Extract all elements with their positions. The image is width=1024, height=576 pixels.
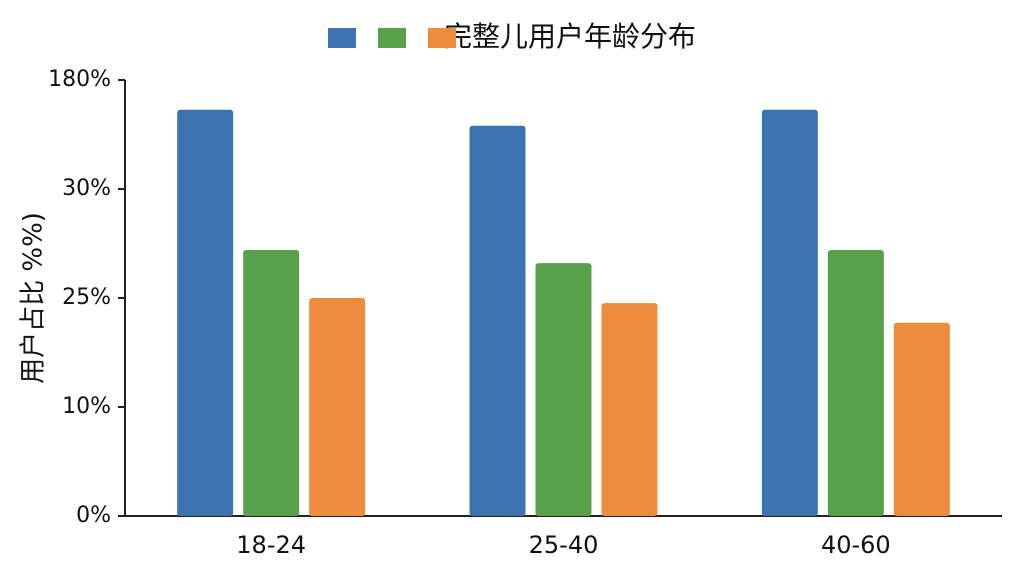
x-tick-label: 40-60 <box>821 531 891 559</box>
bar <box>535 263 592 516</box>
bar <box>469 125 526 516</box>
chart-title: 完整儿用户年龄分布 <box>444 20 696 53</box>
bar <box>827 250 884 517</box>
bar <box>309 298 366 516</box>
y-tick-label: 30% <box>62 176 111 201</box>
y-tick-label: 25% <box>62 285 111 310</box>
legend-swatch <box>328 28 356 48</box>
y-tick-label: 180% <box>48 67 111 92</box>
bar <box>177 109 234 516</box>
y-tick-label: 0% <box>76 503 111 528</box>
x-tick-label: 25-40 <box>529 531 599 559</box>
legend-swatch <box>378 28 406 48</box>
bar <box>893 322 950 516</box>
y-axis-label: 用户占比 %%) <box>19 212 49 384</box>
bar <box>243 250 300 517</box>
x-tick-label: 18-24 <box>236 531 306 559</box>
y-tick-label: 10% <box>62 394 111 419</box>
legend-swatch <box>428 28 456 48</box>
bar <box>601 303 658 516</box>
bar <box>761 109 818 516</box>
